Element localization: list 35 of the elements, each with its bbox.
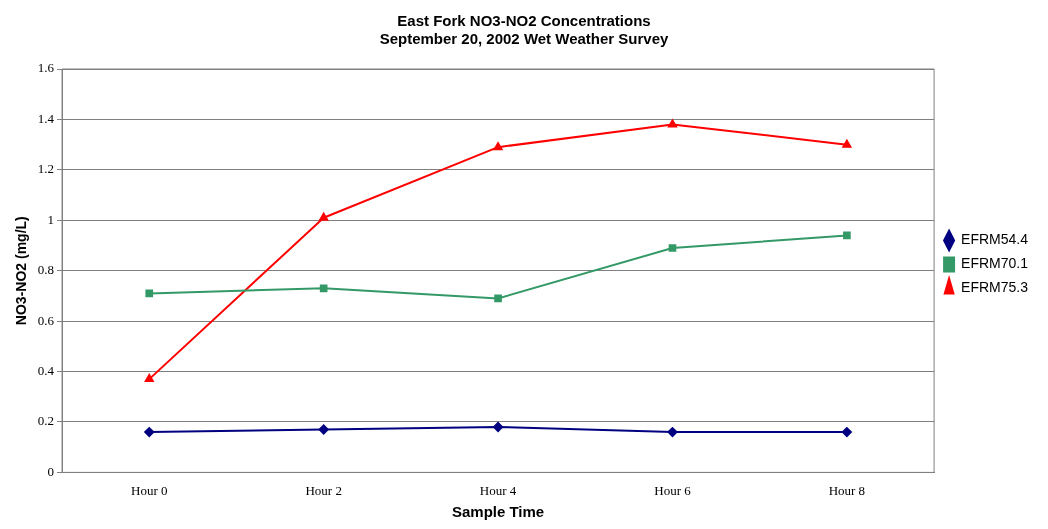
y-tick-label: 0.4 (37, 362, 55, 378)
y-tick-label: 1.2 (37, 161, 55, 177)
y-tick-label: 1 (47, 211, 55, 227)
y-tick-label: 1.6 (37, 60, 55, 76)
point (841, 427, 852, 438)
point (842, 139, 852, 148)
legend-label: EFRM75.3 (961, 279, 1029, 296)
point (319, 212, 329, 221)
legend-label: EFRM54.4 (961, 231, 1029, 248)
point (144, 374, 154, 383)
point (493, 142, 503, 151)
y-tick-label: 0.8 (37, 262, 55, 278)
x-tick-label: Hour 6 (654, 482, 692, 498)
point (494, 294, 502, 303)
x-tick-label: Hour 8 (828, 482, 866, 498)
point (843, 231, 851, 240)
chart-subtitle: September 20, 2002 Wet Weather Survey (379, 30, 670, 48)
point (318, 424, 329, 435)
point (144, 427, 155, 438)
point (493, 422, 504, 433)
x-tick-label: Hour 4 (479, 482, 517, 498)
x-axis-title: Sample Time (451, 503, 545, 521)
x-tick-label: Hour 2 (305, 482, 342, 498)
x-tick-label: Hour 0 (131, 482, 168, 498)
point (145, 289, 154, 298)
y-tick-label: 0.2 (37, 413, 55, 429)
chart-title: East Fork NO3-NO2 Concentrations (397, 12, 651, 30)
point (667, 427, 678, 438)
point (668, 244, 677, 252)
y-tick-label: 0 (47, 463, 55, 479)
y-axis-title: NO3-NO2 (mg/L) (13, 216, 30, 326)
y-tick-label: 1.4 (37, 110, 55, 126)
y-tick-label: 0.6 (37, 312, 55, 328)
legend-label: EFRM70.1 (961, 255, 1029, 272)
point (668, 119, 677, 128)
